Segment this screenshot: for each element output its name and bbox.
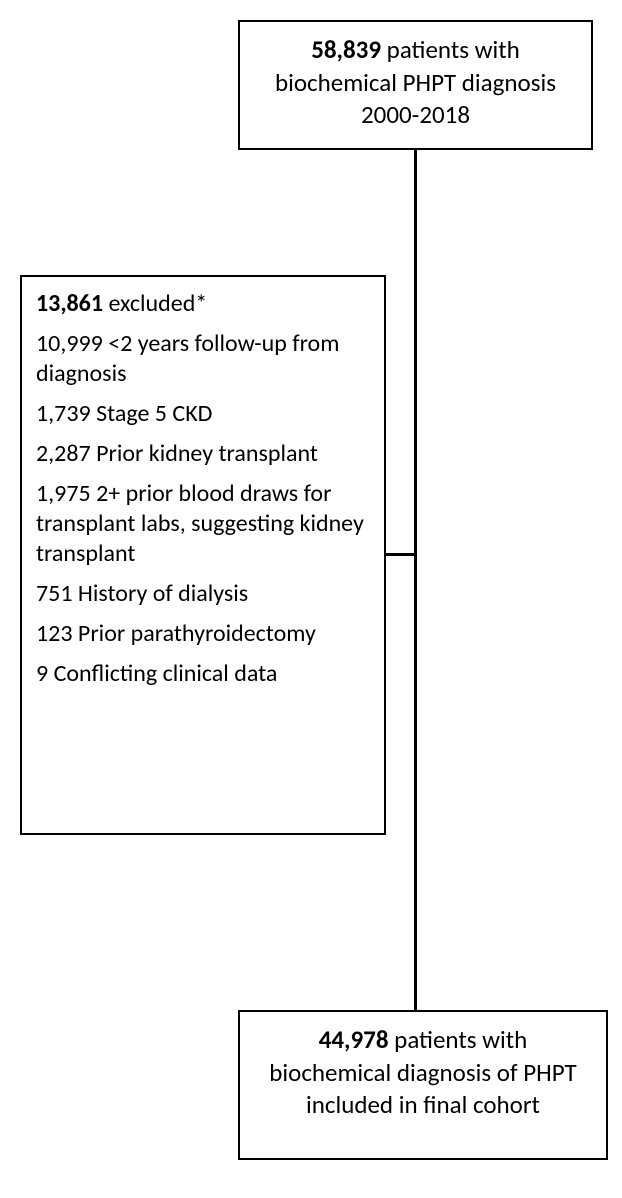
initial-cohort-count: 58,839: [311, 34, 381, 65]
final-cohort-count: 44,978: [319, 1024, 389, 1055]
excluded-total-count: 13,861: [36, 289, 103, 318]
excluded-item: 1,975 2+ prior blood draws for transplan…: [36, 479, 370, 569]
initial-cohort-box: 58,839 patients with biochemical PHPT di…: [238, 20, 593, 150]
final-cohort-line3: included in final cohort: [254, 1089, 592, 1122]
excluded-item: 751 History of dialysis: [36, 579, 370, 609]
excluded-item: 9 Conflicting clinical data: [36, 659, 370, 689]
initial-cohort-label: patients with: [381, 34, 520, 65]
excluded-item: 1,739 Stage 5 CKD: [36, 399, 370, 429]
final-cohort-label: patients with: [389, 1024, 528, 1055]
excluded-item: 2,287 Prior kidney transplant: [36, 439, 370, 469]
connector-vertical: [414, 150, 417, 1010]
excluded-item: 123 Prior parathyroidectomy: [36, 619, 370, 649]
connector-horizontal: [386, 553, 416, 556]
excluded-item: 10,999 <2 years follow-up from diagnosis: [36, 329, 370, 389]
excluded-total-label: excluded*: [103, 289, 207, 318]
initial-cohort-line2: biochemical PHPT diagnosis: [254, 67, 577, 100]
final-cohort-line2: biochemical diagnosis of PHPT: [254, 1057, 592, 1090]
excluded-box: 13,861 excluded* 10,999 <2 years follow-…: [20, 275, 386, 835]
final-cohort-box: 44,978 patients with biochemical diagnos…: [238, 1010, 608, 1160]
initial-cohort-line3: 2000-2018: [254, 99, 577, 132]
